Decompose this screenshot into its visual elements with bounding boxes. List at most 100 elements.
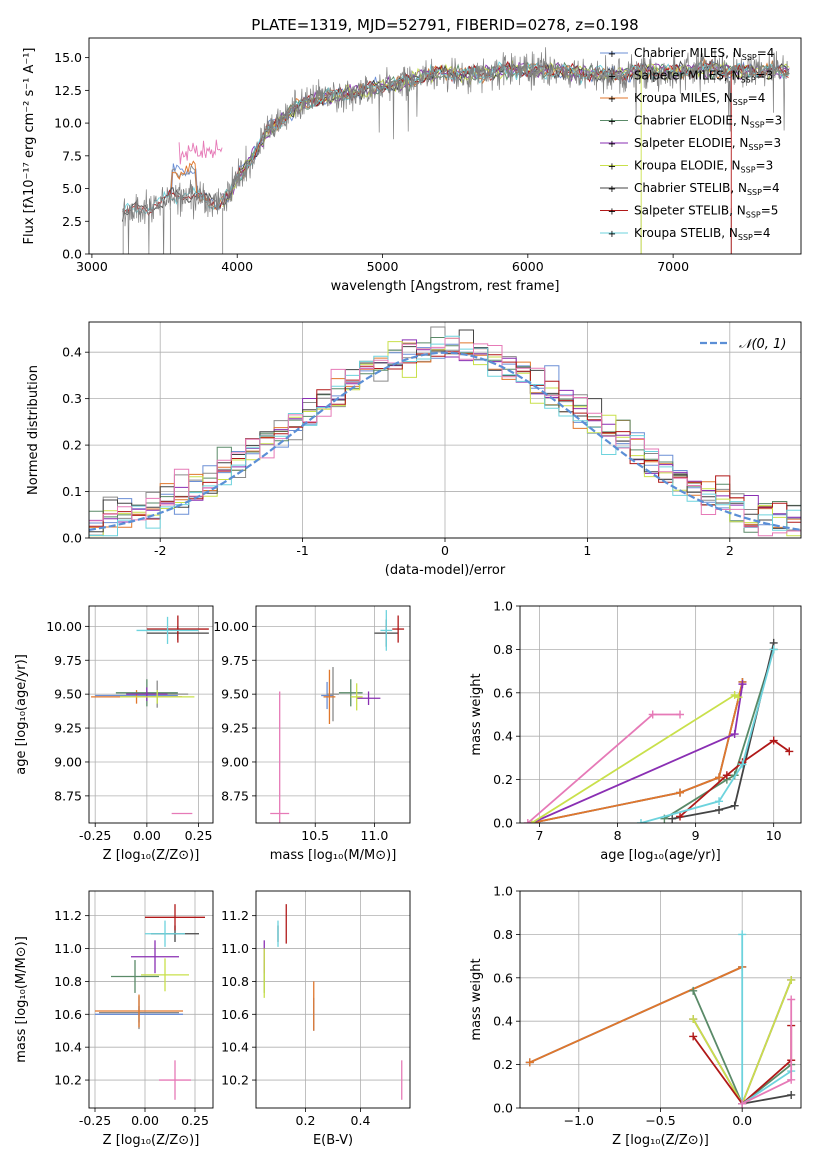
y-tick-label: 10.00	[213, 619, 249, 634]
legend-sub: SSP	[741, 166, 756, 175]
y-tick-label: 10.2	[54, 1073, 82, 1088]
weights-vs-Z-axes: −1.0 −0.5 0.0 0.0 0.2 0.4 0.6 0.8 1.0 Z [log₁₀(Z/…	[469, 884, 802, 1148]
x-axis-label: Z [log₁₀(Z/Z⊙)]	[103, 848, 200, 863]
legend-name: Chabrier ELODIE	[634, 114, 733, 128]
y-tick-label: 11.2	[54, 908, 82, 923]
x-axis-label: mass [log₁₀(M/M⊙)]	[270, 848, 397, 863]
weight-marker	[769, 645, 778, 654]
y-tick-label: 0.4	[62, 345, 82, 360]
weight-marker	[648, 710, 657, 719]
legend-nssp: 3	[766, 69, 774, 83]
legend-sub: SSP	[733, 98, 748, 107]
weights-vs-age-axes: 7 8 9 10 0.0 0.2 0.4 0.6 0.8 1.0 age [log₁₀(age/yr…	[469, 599, 802, 863]
x-tick-label: 0.25	[181, 1113, 209, 1128]
y-tick-label: 9.75	[221, 653, 249, 668]
x-tick-label: -0.25	[79, 828, 111, 843]
y-axis-label: age [log₁₀(age/yr)]	[14, 654, 29, 775]
normal-curve	[89, 351, 801, 531]
legend-marker: +	[608, 117, 616, 128]
legend-entry: Chabrier MILES, NSSP=4	[634, 46, 774, 62]
legend-eq: =	[748, 91, 758, 105]
y-tick-label: 15.0	[54, 50, 82, 65]
legend-marker: +	[608, 49, 616, 60]
x-tick-label: 5000	[367, 259, 399, 274]
legend-sep: , N	[732, 136, 749, 150]
legend-nssp: 4	[767, 46, 775, 60]
legend-sub: SSP	[742, 53, 757, 62]
legend-eq: =	[756, 69, 766, 83]
legend-sub: SSP	[748, 143, 763, 152]
y-tick-label: 0.6	[493, 970, 513, 985]
legend-name: Salpeter MILES	[634, 69, 724, 83]
spectrum-ticks: 3000 4000 5000 6000 7000 0.0 2.5 5.0 7.5 10.0 12.5…	[54, 50, 689, 274]
x-tick-label: 9	[692, 828, 700, 843]
age-vs-Z-data	[91, 615, 209, 815]
residuals-axes: -2 -1 0 1 2 0.0 0.1 0.2 0.3 0.4 (data-model)/error…	[26, 321, 802, 578]
legend-sub: SSP	[738, 233, 753, 242]
x-tick-label: −0.5	[645, 1113, 675, 1128]
legend-name: Chabrier MILES	[634, 46, 725, 60]
model-spectrum	[178, 139, 223, 165]
weight-marker	[785, 747, 794, 756]
legend-entry: 𝒩(0, 1)	[739, 337, 786, 352]
y-axis-label: Flux [fλ10⁻¹⁷ erg cm⁻² s⁻¹ A⁻¹]	[22, 48, 37, 245]
age-vs-Z-frame	[88, 605, 214, 824]
legend-sep: , N	[721, 226, 738, 240]
y-tick-label: 9.75	[54, 653, 82, 668]
y-tick-label: 9.00	[221, 754, 249, 769]
legend: + Chabrier MILES, NSSP=4+ Salpeter MILES, …	[600, 46, 782, 242]
x-tick-label: 2	[726, 543, 734, 558]
legend-entry: Kroupa STELIB, NSSP=4	[634, 226, 771, 242]
x-axis-label: (data-model)/error	[385, 563, 506, 578]
weight-marker	[787, 995, 796, 1004]
y-tick-label: 0.1	[62, 484, 82, 499]
weight-marker	[787, 975, 796, 984]
y-tick-label: 0.8	[493, 642, 513, 657]
legend-eq: =	[761, 204, 771, 218]
x-tick-label: -1	[296, 543, 308, 558]
residuals-ticks: -2 -1 0 1 2 0.0 0.1 0.2 0.3 0.4	[62, 345, 734, 558]
x-tick-label: −1.0	[564, 1113, 594, 1128]
x-axis-label: Z [log₁₀(Z/Z⊙)]	[103, 1133, 200, 1148]
y-tick-label: 5.0	[62, 181, 82, 196]
x-tick-label: 10.5	[301, 828, 329, 843]
mass-vs-ebv-grid	[256, 891, 410, 1108]
weight-line	[742, 1094, 792, 1105]
legend-marker: +	[608, 207, 616, 218]
y-tick-label: 7.5	[62, 148, 82, 163]
legend-marker: +	[608, 229, 616, 240]
residuals-data	[89, 326, 801, 537]
weight-marker	[738, 930, 747, 939]
weight-marker	[730, 801, 739, 810]
weight-marker	[676, 788, 685, 797]
weight-marker	[738, 1099, 747, 1108]
legend-name: Kroupa MILES	[634, 91, 716, 105]
x-tick-label: 0.2	[296, 1113, 316, 1128]
y-tick-label: 9.00	[54, 754, 82, 769]
weight-marker	[689, 1032, 698, 1041]
legend-eq: =	[763, 136, 773, 150]
y-axis-label: mass weight	[469, 673, 484, 755]
age-vs-mass-data	[270, 610, 405, 823]
y-tick-label: 10.6	[54, 1007, 82, 1022]
x-tick-label: 8	[614, 828, 622, 843]
spectrum-axes: 3000 4000 5000 6000 7000 0.0 2.5 5.0 7.5 10.0 12.5…	[22, 16, 802, 294]
legend-eq: =	[765, 114, 775, 128]
y-tick-label: 0.2	[62, 438, 82, 453]
mass-vs-Z-grid	[89, 891, 213, 1108]
x-tick-label: -2	[154, 543, 166, 558]
spectrum-data	[121, 47, 790, 254]
legend-sep: , N	[733, 114, 750, 128]
mass-vs-Z-axes: -0.25 0.00 0.25 10.2 10.4 10.6 10.8 11.0 11.2 Z […	[14, 890, 214, 1148]
weight-marker	[787, 1075, 796, 1084]
y-tick-label: 0.2	[493, 772, 513, 787]
legend-sub: SSP	[750, 121, 765, 130]
y-tick-label: 11.0	[54, 941, 82, 956]
legend-marker: +	[608, 139, 616, 150]
weight-marker	[787, 1090, 796, 1099]
legend-marker: +	[608, 184, 616, 195]
weight-marker	[730, 730, 739, 739]
age-vs-mass-axes: 10.5 11.0 8.75 9.00 9.25 9.50 9.75 10.00 mass [l…	[213, 605, 411, 863]
weight-marker	[738, 760, 747, 769]
